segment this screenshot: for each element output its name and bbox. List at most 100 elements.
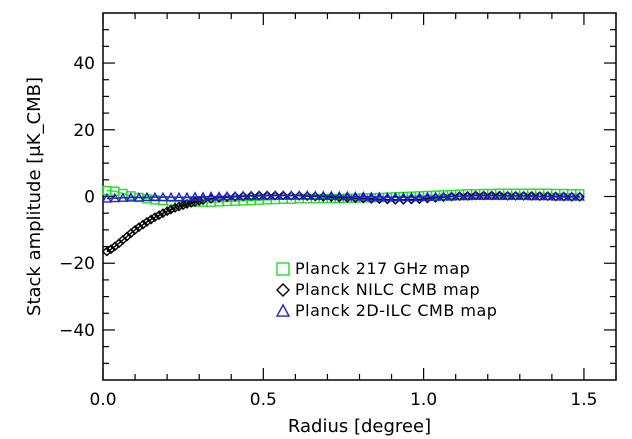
legend-marker-triangle — [275, 303, 291, 317]
data-point — [462, 190, 473, 201]
legend-marker-square — [276, 262, 290, 276]
data-point — [494, 190, 505, 200]
data-point — [157, 191, 169, 202]
data-point — [230, 191, 241, 202]
x-tick-label: 1.5 — [570, 390, 597, 410]
data-point — [205, 191, 217, 201]
data-point — [294, 190, 305, 200]
data-point — [286, 190, 297, 201]
data-point — [149, 212, 160, 223]
axes: 0.0 0.5 1.0 1.5 −40 −20 0 20 40 — [59, 12, 617, 410]
series-layer — [101, 185, 585, 257]
data-point — [106, 244, 117, 255]
data-point — [186, 197, 197, 208]
data-point — [374, 191, 385, 201]
data-point — [534, 190, 545, 201]
data-point — [510, 190, 521, 200]
data-point — [213, 191, 225, 201]
data-point — [342, 190, 353, 201]
data-point — [182, 198, 192, 209]
data-point — [454, 190, 465, 201]
data-point — [334, 190, 345, 201]
data-point — [141, 191, 153, 202]
data-point — [566, 191, 577, 201]
legend-label: Planck 2D-ILC CMB map — [295, 301, 497, 320]
data-point — [117, 192, 129, 202]
data-point — [101, 246, 112, 257]
data-point — [574, 191, 585, 202]
data-point — [109, 192, 121, 203]
data-point — [558, 191, 569, 201]
data-point — [422, 191, 433, 201]
data-point — [310, 190, 321, 200]
data-point — [157, 208, 168, 219]
legend-label: Planck NILC CMB map — [295, 280, 480, 299]
data-point — [350, 191, 361, 201]
data-point — [181, 191, 193, 202]
data-point — [550, 191, 561, 201]
data-point — [430, 191, 441, 201]
data-point — [358, 191, 369, 201]
y-tick-label: −40 — [59, 321, 95, 341]
data-point — [270, 190, 281, 200]
data-point — [173, 201, 184, 212]
data-point — [178, 200, 189, 211]
data-point — [318, 190, 329, 200]
data-point — [542, 190, 553, 201]
data-point — [414, 191, 425, 202]
data-point — [518, 190, 529, 200]
series-triangle — [101, 190, 585, 203]
data-point — [575, 189, 585, 199]
data-point — [253, 190, 265, 200]
data-point — [194, 195, 205, 206]
y-tick-label: 40 — [73, 54, 95, 74]
data-point — [478, 190, 489, 200]
data-point — [173, 191, 185, 202]
data-point — [486, 190, 497, 200]
legend-marker-diamond — [276, 283, 290, 297]
data-point — [390, 191, 401, 202]
data-point — [197, 191, 209, 201]
data-point — [574, 191, 585, 201]
data-point — [526, 190, 537, 201]
data-point — [133, 192, 145, 202]
y-axis-title: Stack amplitude [μK_CMB] — [24, 77, 45, 316]
data-point — [138, 219, 149, 230]
data-point — [294, 190, 305, 201]
legend: Planck 217 GHz map Planck NILC CMB map Pla… — [275, 259, 497, 320]
data-point — [133, 222, 144, 233]
data-point — [149, 191, 161, 202]
data-point — [229, 190, 241, 201]
x-tick-label: 1.0 — [410, 390, 437, 410]
data-point — [162, 206, 173, 217]
data-point — [398, 191, 409, 202]
data-point — [502, 190, 513, 200]
data-point — [141, 216, 152, 227]
data-point — [286, 190, 297, 200]
legend-label: Planck 217 GHz map — [295, 259, 470, 278]
data-point — [326, 190, 337, 200]
data-point — [101, 193, 113, 203]
data-point — [165, 204, 176, 215]
data-point — [245, 190, 257, 200]
data-point — [278, 190, 289, 200]
data-point — [130, 224, 141, 235]
data-point — [154, 210, 165, 221]
data-point — [438, 191, 449, 201]
data-point — [302, 190, 313, 200]
x-tick-label: 0.5 — [250, 390, 277, 410]
data-point — [146, 214, 157, 225]
data-point — [221, 190, 233, 201]
data-point — [366, 191, 377, 201]
y-tick-label: 20 — [73, 121, 95, 141]
data-point — [261, 190, 273, 200]
data-point — [382, 191, 393, 202]
data-point — [125, 192, 137, 202]
x-tick-label: 0.0 — [89, 390, 116, 410]
data-point — [165, 191, 177, 202]
data-point — [566, 191, 577, 202]
data-point — [470, 190, 481, 200]
x-axis-title: Radius [degree] — [288, 416, 431, 437]
data-point — [237, 190, 249, 200]
